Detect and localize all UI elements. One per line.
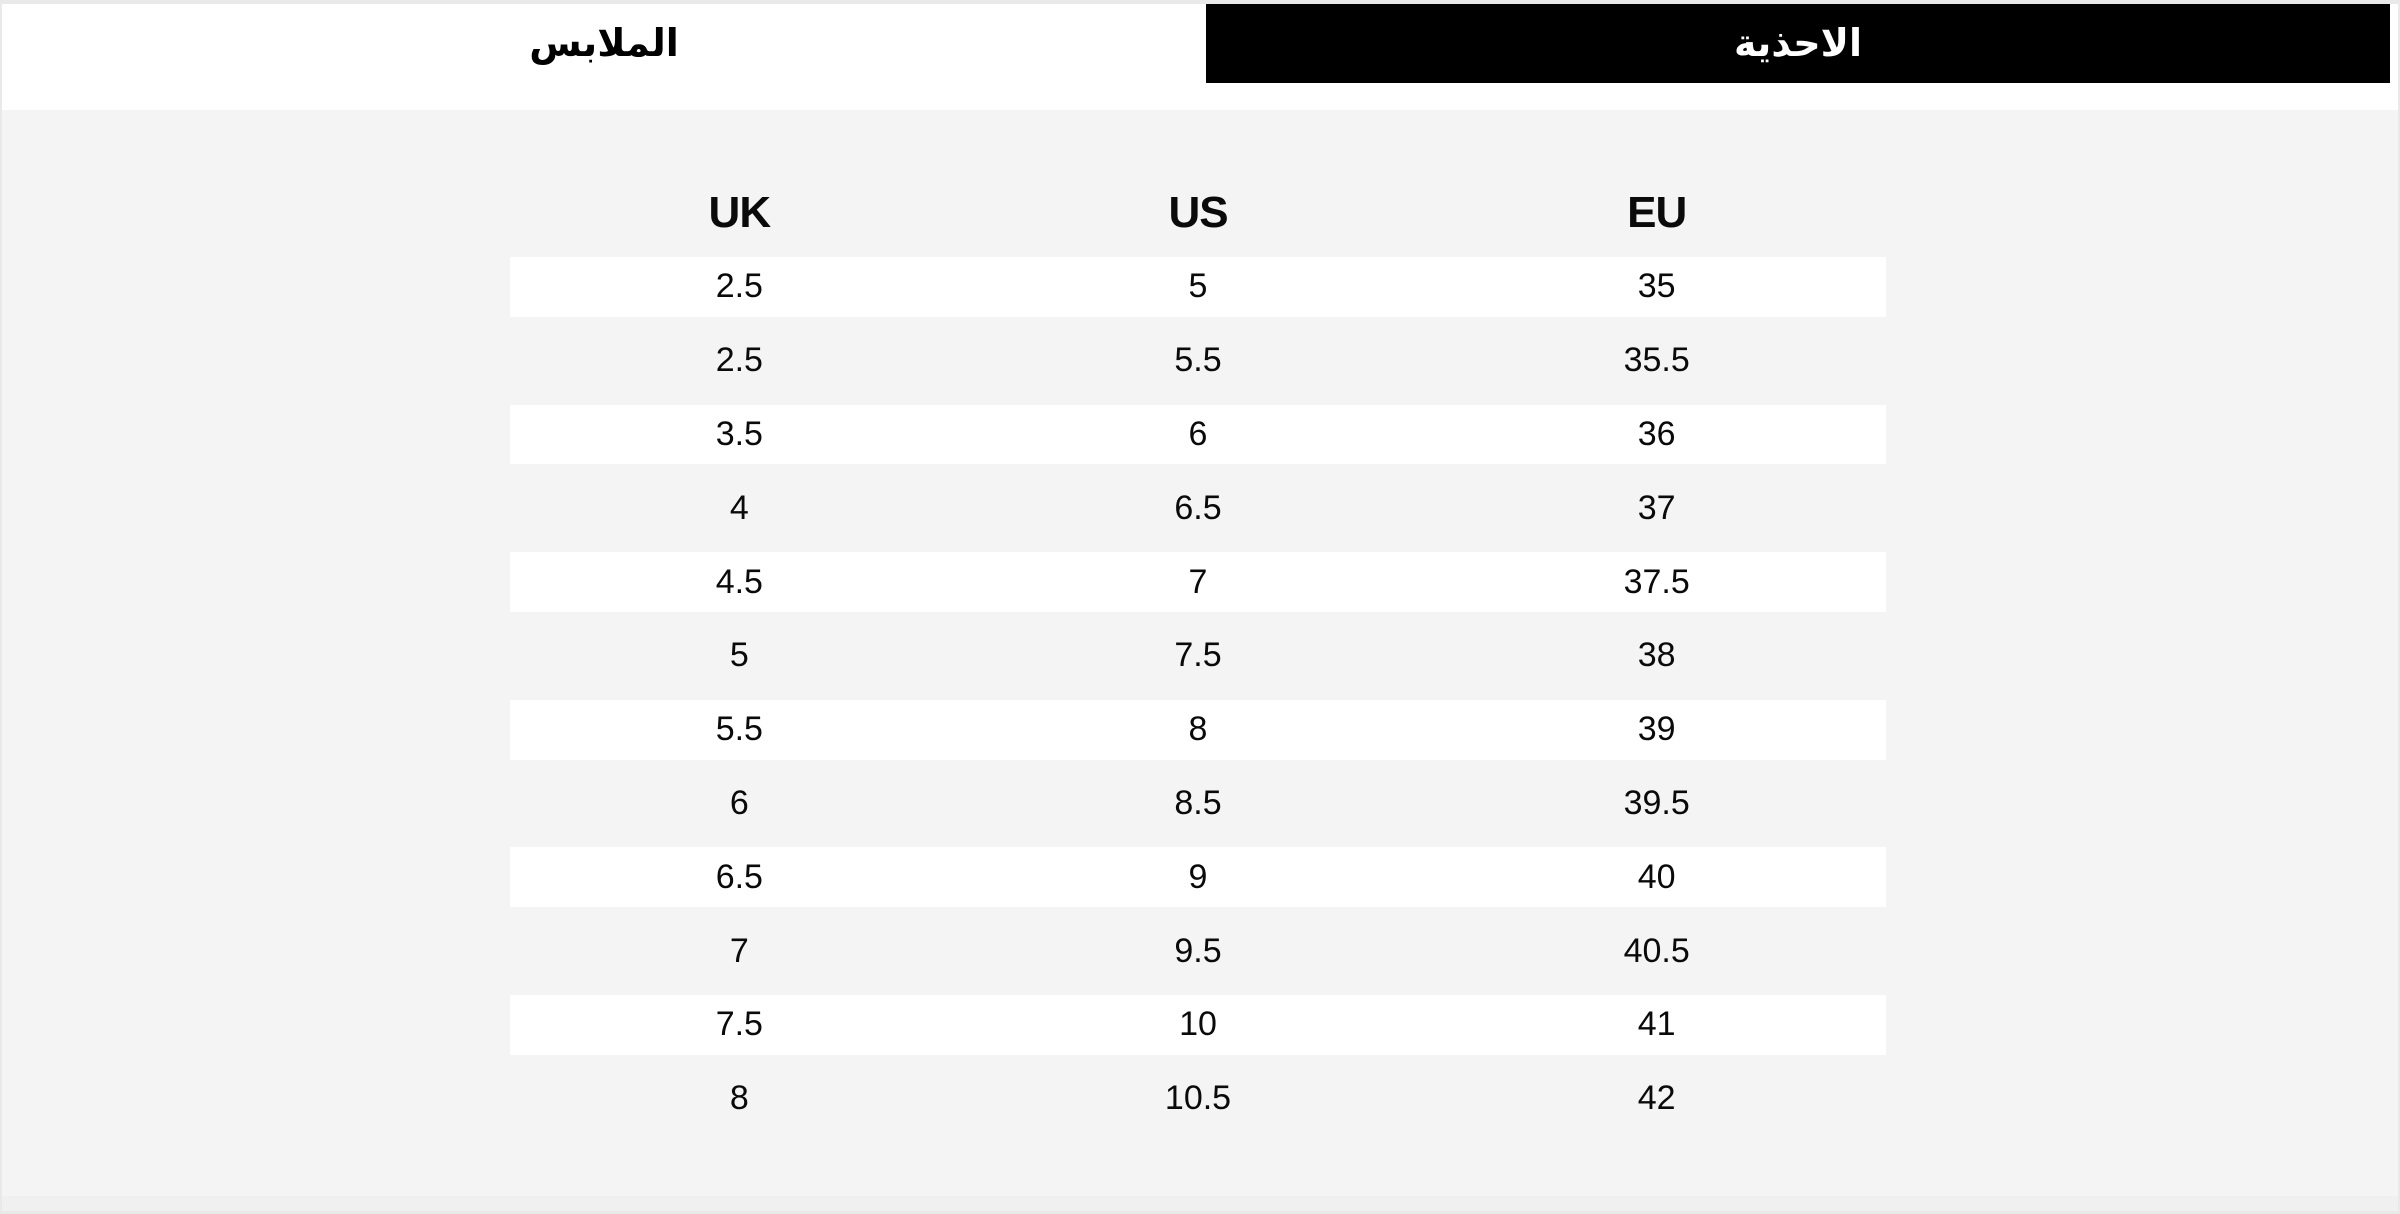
tab-bar: الملابس الاحذية xyxy=(2,4,2398,110)
table-cell: 5.5 xyxy=(715,710,763,749)
table-cell: 2.5 xyxy=(715,267,763,306)
table-cell: 10.5 xyxy=(1164,1079,1232,1118)
table-header-row: UK US EU xyxy=(510,176,1886,250)
tab-shoes-active[interactable]: الاحذية xyxy=(1206,4,2390,83)
table-cell: 5.5 xyxy=(1174,341,1222,380)
page-border-right xyxy=(2398,0,2400,1214)
table-cell: 38 xyxy=(1637,636,1676,675)
table-cell: 37 xyxy=(1637,488,1676,527)
table-cell: 4.5 xyxy=(715,562,763,601)
tab-shoes-label: الاحذية xyxy=(1734,23,1862,65)
table-cell: 35.5 xyxy=(1623,341,1690,380)
table-row: 2.5 5 35 xyxy=(510,250,1886,324)
table-row: 3.5 6 36 xyxy=(510,398,1886,472)
table-cell: 6.5 xyxy=(715,857,763,896)
table-cell: 9.5 xyxy=(1174,931,1222,970)
table-cell: 40 xyxy=(1637,857,1676,896)
table-cell: 7.5 xyxy=(715,1005,763,1044)
table-cell: 8.5 xyxy=(1174,783,1222,822)
table-cell: 6 xyxy=(1188,414,1208,453)
table-cell: 35 xyxy=(1637,267,1676,306)
page-border-left xyxy=(0,0,2,1214)
table-row: 6 8.5 39.5 xyxy=(510,767,1886,841)
table-row: 7.5 10 41 xyxy=(510,988,1886,1062)
table-body: 2.5 5 35 2.5 5.5 35.5 3.5 6 36 4 6.5 37 4.5 7 37.5 5 7.5… xyxy=(510,250,1886,1136)
table-row: 5 7.5 38 xyxy=(510,619,1886,693)
table-cell: 6.5 xyxy=(1174,488,1222,527)
table-cell: 6 xyxy=(729,783,749,822)
table-cell: 41 xyxy=(1637,1005,1676,1044)
table-cell: 36 xyxy=(1637,414,1676,453)
table-cell: 42 xyxy=(1637,1079,1676,1118)
table-header-eu: EU xyxy=(1627,188,1687,237)
table-cell: 37.5 xyxy=(1623,562,1690,601)
table-cell: 7 xyxy=(729,931,749,970)
table-row: 2.5 5.5 35.5 xyxy=(510,324,1886,398)
table-cell: 4 xyxy=(729,488,749,527)
page-border-top xyxy=(0,0,2400,4)
table-header-uk: UK xyxy=(708,188,772,237)
tab-clothing-label: الملابس xyxy=(529,23,679,65)
table-cell: 5 xyxy=(729,636,749,675)
page-border-bottom xyxy=(0,1211,2400,1214)
table-row: 6.5 9 40 xyxy=(510,840,1886,914)
table-cell: 9 xyxy=(1188,857,1208,896)
table-cell: 39.5 xyxy=(1623,783,1690,822)
table-header-us: US xyxy=(1168,188,1228,237)
table-cell: 8 xyxy=(1188,710,1208,749)
table-row: 4 6.5 37 xyxy=(510,471,1886,545)
table-cell: 5 xyxy=(1188,267,1208,306)
table-row: 4.5 7 37.5 xyxy=(510,545,1886,619)
table-cell: 8 xyxy=(729,1079,749,1118)
table-row: 5.5 8 39 xyxy=(510,693,1886,767)
table-cell: 7.5 xyxy=(1174,636,1222,675)
footer-strip xyxy=(2,1196,2398,1211)
table-cell: 40.5 xyxy=(1623,931,1690,970)
table-row: 7 9.5 40.5 xyxy=(510,914,1886,988)
table-cell: 39 xyxy=(1637,710,1676,749)
table-cell: 7 xyxy=(1188,562,1208,601)
size-conversion-table: UK US EU 2.5 5 35 2.5 5.5 35.5 3.5 6 36 4 6.5 37 4.5… xyxy=(510,176,1886,1136)
table-cell: 10 xyxy=(1179,1005,1217,1044)
table-cell: 2.5 xyxy=(715,341,763,380)
tab-clothing[interactable]: الملابس xyxy=(2,4,1206,83)
table-row: 8 10.5 42 xyxy=(510,1062,1886,1136)
table-cell: 3.5 xyxy=(715,414,763,453)
